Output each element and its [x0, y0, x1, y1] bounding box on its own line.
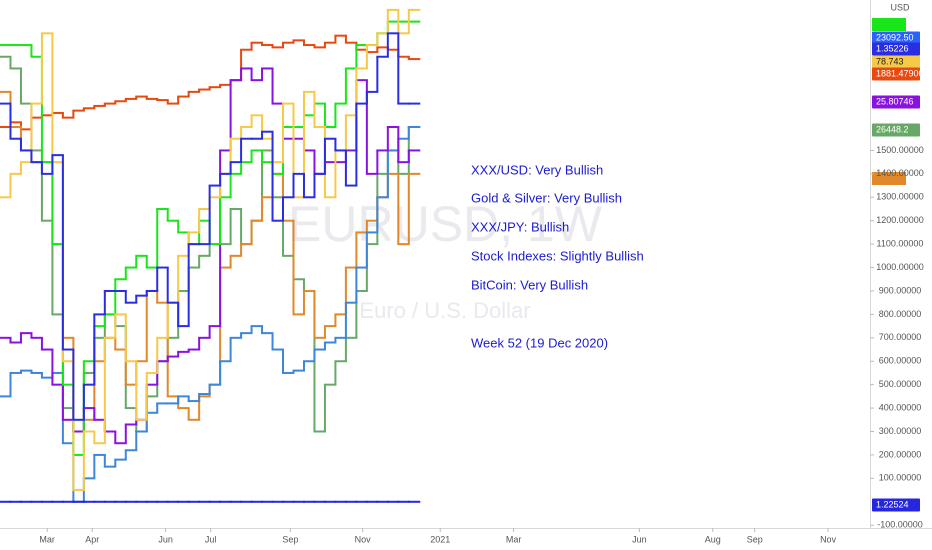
- annotation: Stock Indexes: Slightly Bullish: [471, 248, 644, 263]
- x-tick-label: Jun: [632, 534, 647, 544]
- annotation: Gold & Silver: Very Bullish: [471, 190, 622, 205]
- price-tag: [872, 42, 920, 56]
- price-tag-label: 23092.50: [876, 32, 914, 42]
- y-tick-label: 200.00000: [879, 449, 922, 459]
- x-tick-label: Nov: [820, 534, 837, 544]
- currency-label: USD: [890, 2, 910, 12]
- price-tag: [872, 55, 920, 69]
- price-tag: [872, 498, 920, 512]
- watermark-subtitle: Euro / U.S. Dollar: [359, 298, 530, 323]
- x-tick-label: Nov: [355, 534, 372, 544]
- price-tag: [872, 67, 920, 81]
- annotation: Week 52 (19 Dec 2020): [471, 335, 608, 350]
- x-tick-label: Sep: [282, 534, 298, 544]
- price-tag: [872, 123, 920, 137]
- annotation: BitCoin: Very Bullish: [471, 277, 588, 292]
- y-tick-label: 100.00000: [879, 473, 922, 483]
- x-tick-label: Jun: [158, 534, 173, 544]
- annotation: XXX/USD: Very Bullish: [471, 162, 603, 177]
- y-tick-label: 1200.00000: [876, 215, 924, 225]
- price-tag: [872, 95, 920, 109]
- y-tick-label: 1300.00000: [876, 192, 924, 202]
- x-tick-label: Mar: [39, 534, 55, 544]
- y-tick-label: -100.00000: [877, 520, 923, 530]
- y-tick-label: 300.00000: [879, 426, 922, 436]
- y-tick-label: 700.00000: [879, 332, 922, 342]
- y-tick-label: 1000.00000: [876, 262, 924, 272]
- y-tick-label: 1400.00000: [876, 168, 924, 178]
- price-tag-label: 1.35226: [876, 43, 909, 53]
- x-tick-label: 2021: [430, 534, 450, 544]
- y-tick-label: 800.00000: [879, 309, 922, 319]
- price-tag-label: 1881.47900: [876, 68, 924, 78]
- price-tag: [872, 31, 920, 45]
- y-tick-label: 1500.00000: [876, 145, 924, 155]
- x-tick-label: Jul: [205, 534, 217, 544]
- watermark: EURUSD, 1W: [288, 196, 603, 252]
- price-tag: [872, 172, 906, 185]
- price-tag-label: 25.80746: [876, 96, 914, 106]
- price-tag-label: 1.22524: [876, 499, 909, 509]
- y-tick-label: 900.00000: [879, 285, 922, 295]
- y-tick-label: 500.00000: [879, 379, 922, 389]
- y-tick-label: 400.00000: [879, 402, 922, 412]
- price-tag: [872, 18, 906, 31]
- x-tick-label: Apr: [85, 534, 99, 544]
- annotation: XXX/JPY: Bullish: [471, 219, 569, 234]
- x-tick-label: Aug: [705, 534, 721, 544]
- y-tick-label: 1100.00000: [877, 239, 924, 249]
- x-tick-label: Mar: [506, 534, 522, 544]
- price-tag-label: 78.743: [876, 56, 904, 66]
- x-tick-label: Sep: [747, 534, 763, 544]
- price-tag-label: 26448.2: [876, 124, 909, 134]
- y-tick-label: 600.00000: [879, 356, 922, 366]
